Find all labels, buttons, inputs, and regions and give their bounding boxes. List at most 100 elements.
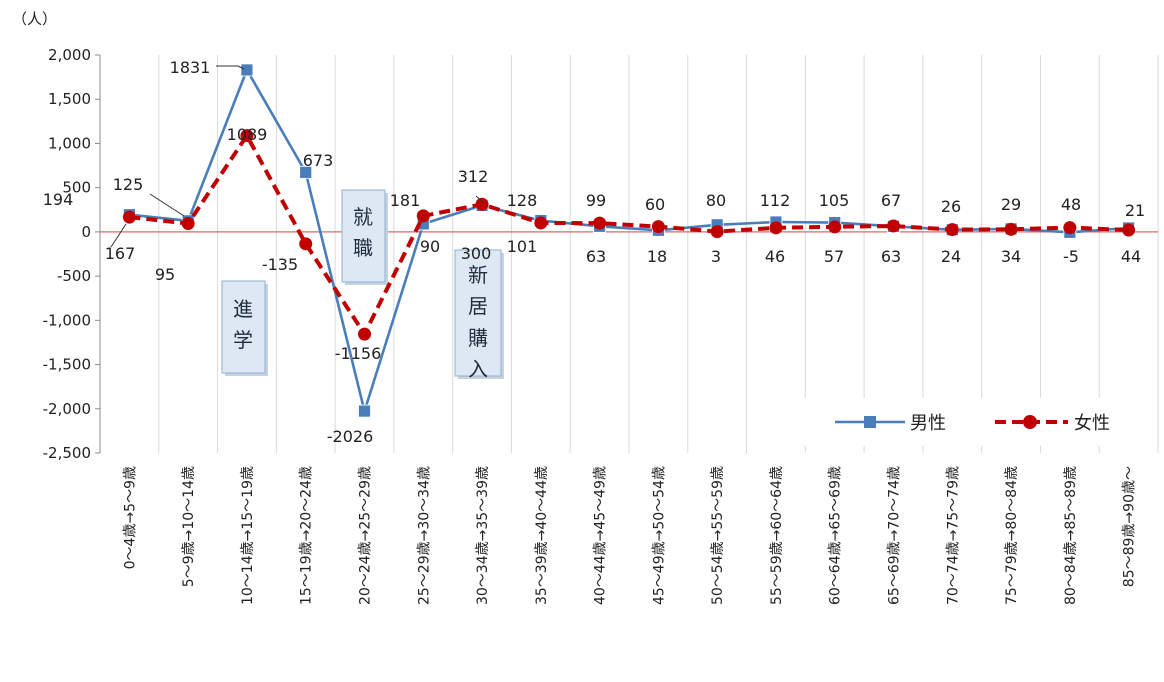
data-label-male: 24 <box>941 247 961 266</box>
data-label-female: 312 <box>458 167 489 186</box>
legend-marker-male <box>864 416 876 428</box>
y-tick-label: 500 <box>62 179 91 197</box>
series-line <box>129 133 1129 337</box>
y-tick-label: -2,500 <box>43 444 91 462</box>
y-tick-label: 1,000 <box>48 134 91 152</box>
annotation-box: 進学 <box>221 280 268 376</box>
data-point-female <box>887 219 900 233</box>
annotation-frame <box>454 249 502 377</box>
data-label-male: 63 <box>586 247 606 266</box>
data-point-female <box>416 209 430 223</box>
data-label-female: 101 <box>507 237 538 256</box>
unit-label: （人） <box>12 10 57 28</box>
data-label-female: -135 <box>262 255 298 274</box>
data-label-female: 26 <box>941 197 961 216</box>
series-female <box>122 129 1136 341</box>
annotation-text: 進学 <box>233 297 253 352</box>
data-point-female <box>240 129 254 143</box>
data-label-female: 57 <box>824 247 844 266</box>
data-point-female <box>299 237 313 251</box>
data-point-female <box>181 216 195 230</box>
x-category-label: 5～9歳→10～14歳 <box>181 466 197 587</box>
data-label-female: 167 <box>105 244 136 263</box>
data-point-female <box>593 216 607 230</box>
leader-line <box>149 193 185 217</box>
data-point-female <box>828 220 842 234</box>
x-category-label: 10～14歳→15～19歳 <box>240 466 256 605</box>
data-label-female: 181 <box>390 191 421 210</box>
data-point-female <box>1004 222 1018 236</box>
data-point-female <box>1122 223 1136 237</box>
x-category-label: 15～19歳→20～24歳 <box>299 466 315 605</box>
data-label-female: 99 <box>586 191 606 210</box>
data-label-female: 1089 <box>227 125 268 144</box>
y-tick-label: -1,000 <box>43 311 91 329</box>
x-axis: 0～4歳→5～9歳 5～9歳→10～14歳 10～14歳→15～19歳 15～19歳→… <box>122 466 1137 605</box>
data-label-male: 90 <box>420 237 440 256</box>
y-tick-label: -500 <box>57 267 91 285</box>
x-category-label: 55～59歳→60～64歳 <box>769 466 785 605</box>
y-tick-label: 0 <box>81 223 91 241</box>
annotation-text: 新居購入 <box>468 263 488 381</box>
x-category-label: 75～79歳→80～84歳 <box>1004 466 1020 605</box>
annotation-box: 新居購入 <box>454 249 504 381</box>
x-category-label: 70～74歳→75～79歳 <box>945 466 961 605</box>
data-label-male: 194 <box>43 190 74 209</box>
data-label-male: 105 <box>819 191 850 210</box>
annotation-text: 就職 <box>353 205 373 260</box>
data-point-female <box>769 221 783 235</box>
data-label-male: -2026 <box>327 427 374 446</box>
data-point-female <box>475 197 489 211</box>
legend-marker-female <box>1023 415 1037 429</box>
data-label-female: 60 <box>645 195 665 214</box>
leader-line <box>110 223 127 248</box>
annotation-frame <box>221 280 266 374</box>
legend-label-male: 男性 <box>910 413 946 434</box>
y-tick-label: 1,500 <box>48 90 91 108</box>
x-category-label: 40～44歳→45～49歳 <box>593 466 609 605</box>
data-label-male: 300 <box>461 244 492 263</box>
x-category-label: 65～69歳→70～74歳 <box>887 466 903 605</box>
data-point-female <box>534 216 548 230</box>
data-point-female <box>122 210 136 224</box>
x-category-label: 85～89歳→90歳～ <box>1122 466 1138 587</box>
data-label-female: 48 <box>1061 195 1081 214</box>
annotation-frame <box>341 189 386 283</box>
data-label-female: 21 <box>1125 201 1145 220</box>
x-category-label: 60～64歳→65～69歳 <box>828 466 844 605</box>
y-tick-label: 2,000 <box>48 46 91 64</box>
data-point-male <box>358 404 371 418</box>
data-point-female <box>651 220 665 234</box>
data-label-male: 125 <box>113 175 144 194</box>
data-label-male: 80 <box>706 191 726 210</box>
data-label-female: 95 <box>155 265 175 284</box>
data-label-male: 673 <box>303 151 334 170</box>
data-label-female: 29 <box>1001 195 1021 214</box>
x-category-label: 25～29歳→30～34歳 <box>416 466 432 605</box>
legend: 男性 女性 <box>802 398 1156 446</box>
data-label-male: 112 <box>760 191 791 210</box>
data-label-male: 44 <box>1121 247 1141 266</box>
data-label-female: 67 <box>881 191 901 210</box>
data-label-male: 18 <box>647 247 667 266</box>
x-category-label: 30～34歳→35～39歳 <box>475 466 491 605</box>
x-category-label: 35～39歳→40～44歳 <box>534 466 550 605</box>
legend-label-female: 女性 <box>1074 413 1110 434</box>
leader-line <box>237 65 245 70</box>
annotation-box: 就職 <box>341 189 388 285</box>
gridlines <box>99 55 1159 453</box>
data-point-female <box>358 327 371 341</box>
x-category-label: 20～24歳→25～29歳 <box>358 466 374 605</box>
data-label-female: 46 <box>765 247 785 266</box>
data-label-male: 63 <box>881 247 901 266</box>
data-point-male <box>240 63 254 77</box>
x-category-label: 0～4歳→5～9歳 <box>122 466 138 569</box>
data-label-male: 128 <box>507 191 538 210</box>
y-tick-label: -1,500 <box>43 356 91 374</box>
data-label-female: -1156 <box>335 344 382 363</box>
y-tick-label: -2,000 <box>43 400 91 418</box>
